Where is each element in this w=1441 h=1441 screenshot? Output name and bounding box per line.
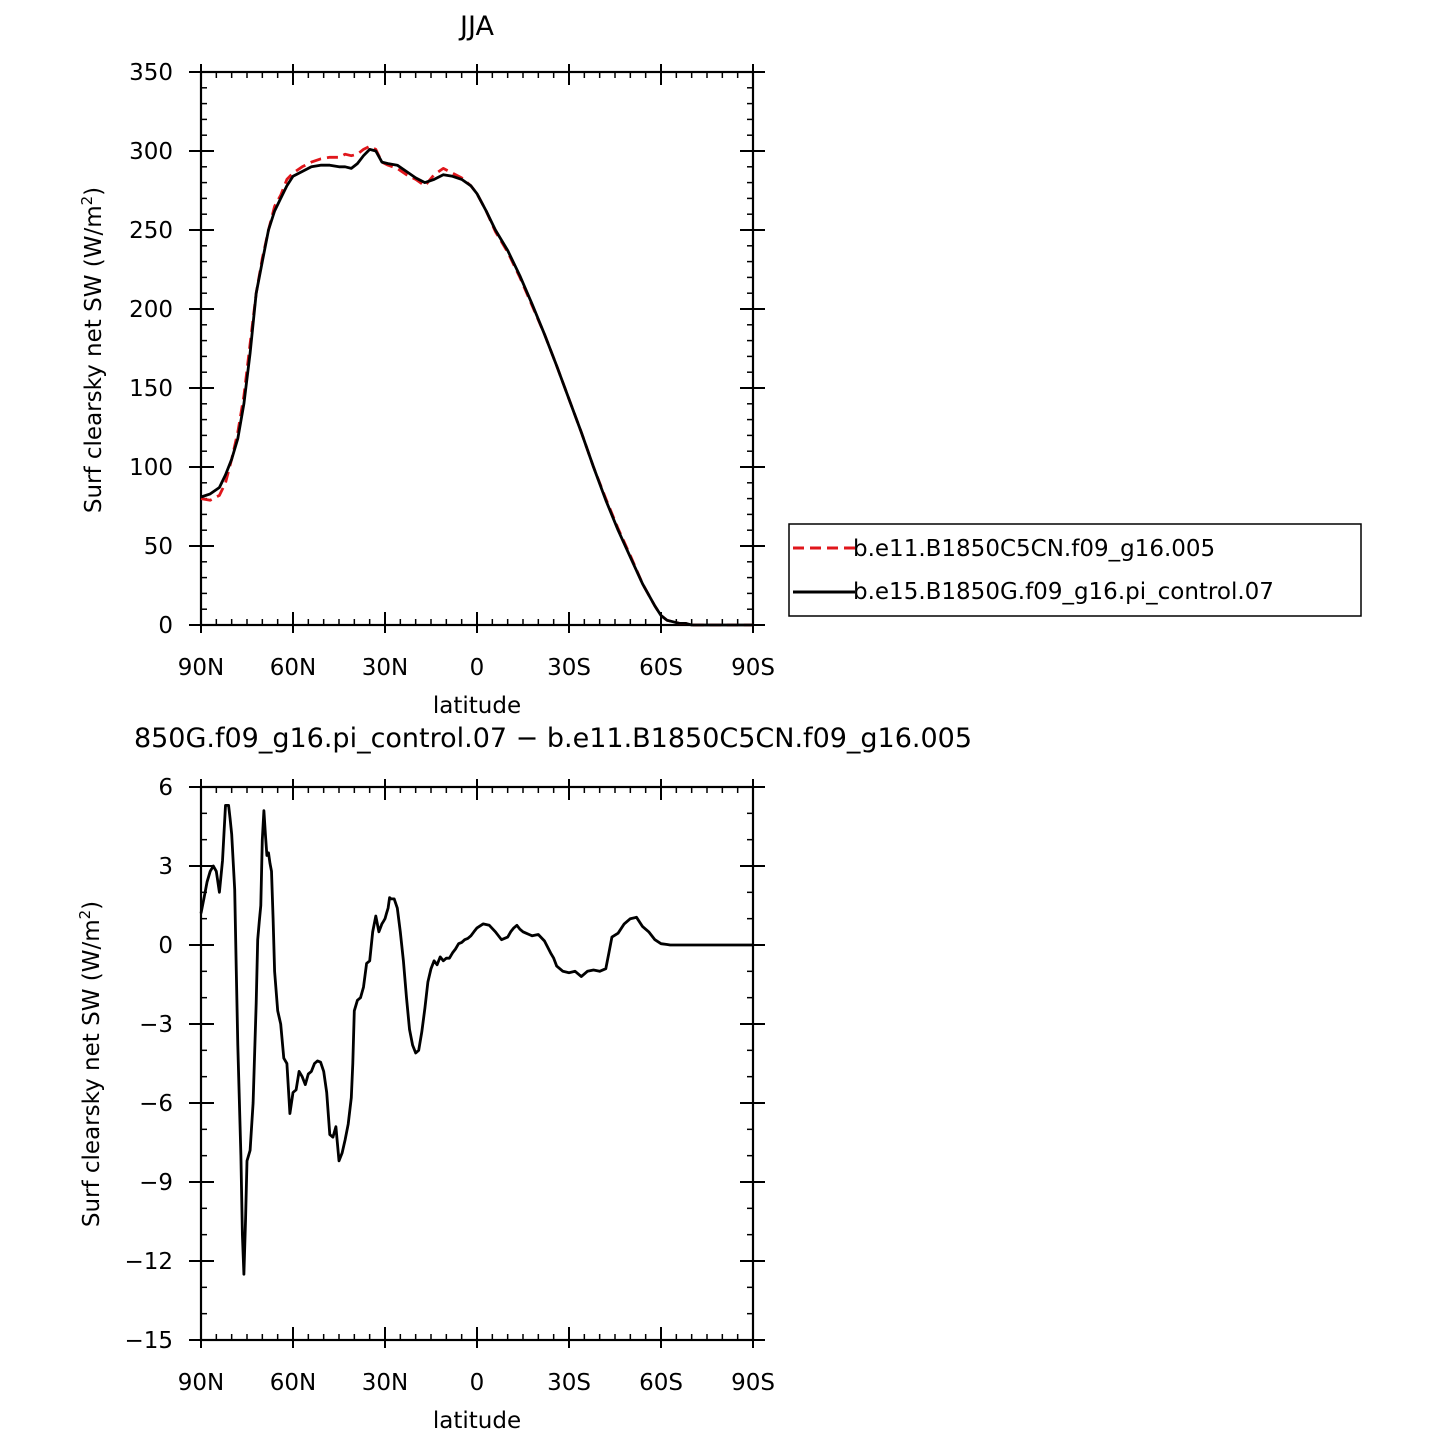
top-y-axis-label-main: Surf clearsky net SW (W/m	[81, 205, 107, 513]
bottom-y-axis-label-close: )	[79, 901, 105, 910]
top-plot-area: 90N 60N 30N 0 30S 60S 90S 0 50 100 150 200 250 300 350	[129, 60, 775, 681]
top-x-tick-label: 60S	[639, 655, 683, 681]
legend-label-series-2: b.e15.B1850G.f09_g16.pi_control.07	[853, 579, 1274, 605]
top-x-tick-label: 90S	[731, 655, 775, 681]
bottom-y-axis-label-sup: 2	[76, 910, 94, 920]
top-y-tick-label: 50	[144, 534, 173, 560]
top-x-tick-label: 0	[470, 655, 485, 681]
bottom-x-tick-label: 30S	[547, 1370, 591, 1396]
top-x-tick-label: 90N	[178, 655, 224, 681]
bottom-x-axis-label: latitude	[433, 1408, 521, 1434]
bottom-y-tick-label: −3	[139, 1012, 173, 1038]
bottom-y-tick-label: −6	[139, 1091, 173, 1117]
top-y-tick-label: 300	[129, 139, 173, 165]
bottom-y-tick-label: −12	[124, 1249, 173, 1275]
bottom-y-axis-label: Surf clearsky net SW (W/m2)	[76, 901, 105, 1227]
top-x-tick-label: 30N	[362, 655, 408, 681]
bottom-y-tick-label: −15	[124, 1328, 173, 1354]
bottom-x-tick-label: 30N	[362, 1370, 408, 1396]
legend-label-series-1: b.e11.B1850C5CN.f09_g16.005	[853, 536, 1215, 562]
top-y-axis-label-sup: 2	[78, 196, 96, 206]
bottom-plot-area: 90N 60N 30N 0 30S 60S 90S 6 3 0 −3 −6 −9 −12 −15	[124, 775, 774, 1396]
top-y-axis-label-close: )	[81, 187, 107, 196]
bottom-y-tick-label: −9	[139, 1170, 173, 1196]
top-y-tick-label: 200	[129, 297, 173, 323]
top-y-tick-label: 350	[129, 60, 173, 86]
bottom-plot-frame	[199, 785, 755, 1342]
top-y-tick-label: 150	[129, 376, 173, 402]
top-x-tick-label: 30S	[547, 655, 591, 681]
top-x-tick-label: 60N	[270, 655, 316, 681]
top-y-tick-label: 100	[129, 455, 173, 481]
bottom-y-tick-label: 0	[158, 933, 173, 959]
bottom-y-tick-label: 6	[158, 775, 173, 801]
top-series-line-1	[200, 144, 753, 627]
bottom-x-tick-label: 60S	[639, 1370, 683, 1396]
bottom-x-tick-label: 90N	[178, 1370, 224, 1396]
top-chart-title: JJA	[458, 11, 494, 42]
top-x-axis-label: latitude	[433, 693, 521, 719]
bottom-x-tick-label: 60N	[270, 1370, 316, 1396]
top-series-line-2	[200, 147, 753, 627]
bottom-x-tick-label: 0	[470, 1370, 485, 1396]
legend: b.e11.B1850C5CN.f09_g16.005 b.e15.B1850G…	[788, 523, 1362, 617]
top-plot-frame	[199, 70, 755, 627]
bottom-y-tick-label: 3	[158, 854, 173, 880]
top-y-tick-label: 0	[158, 613, 173, 639]
bottom-y-axis-label-main: Surf clearsky net SW (W/m	[79, 919, 105, 1227]
bottom-x-tick-label: 90S	[731, 1370, 775, 1396]
bottom-chart-title: 850G.f09_g16.pi_control.07 − b.e11.B1850…	[134, 723, 972, 754]
bottom-series-line-1	[199, 804, 753, 1276]
bottom-chart-panel: 850G.f09_g16.pi_control.07 − b.e11.B1850…	[76, 723, 972, 1434]
top-y-axis-label: Surf clearsky net SW (W/m2)	[78, 187, 107, 513]
top-y-tick-label: 250	[129, 218, 173, 244]
top-chart-panel: JJA 90N 60N 30N 0 30S 60S 90S 0 50 100 150 200 250 30…	[78, 11, 775, 719]
legend-box	[788, 523, 1362, 617]
